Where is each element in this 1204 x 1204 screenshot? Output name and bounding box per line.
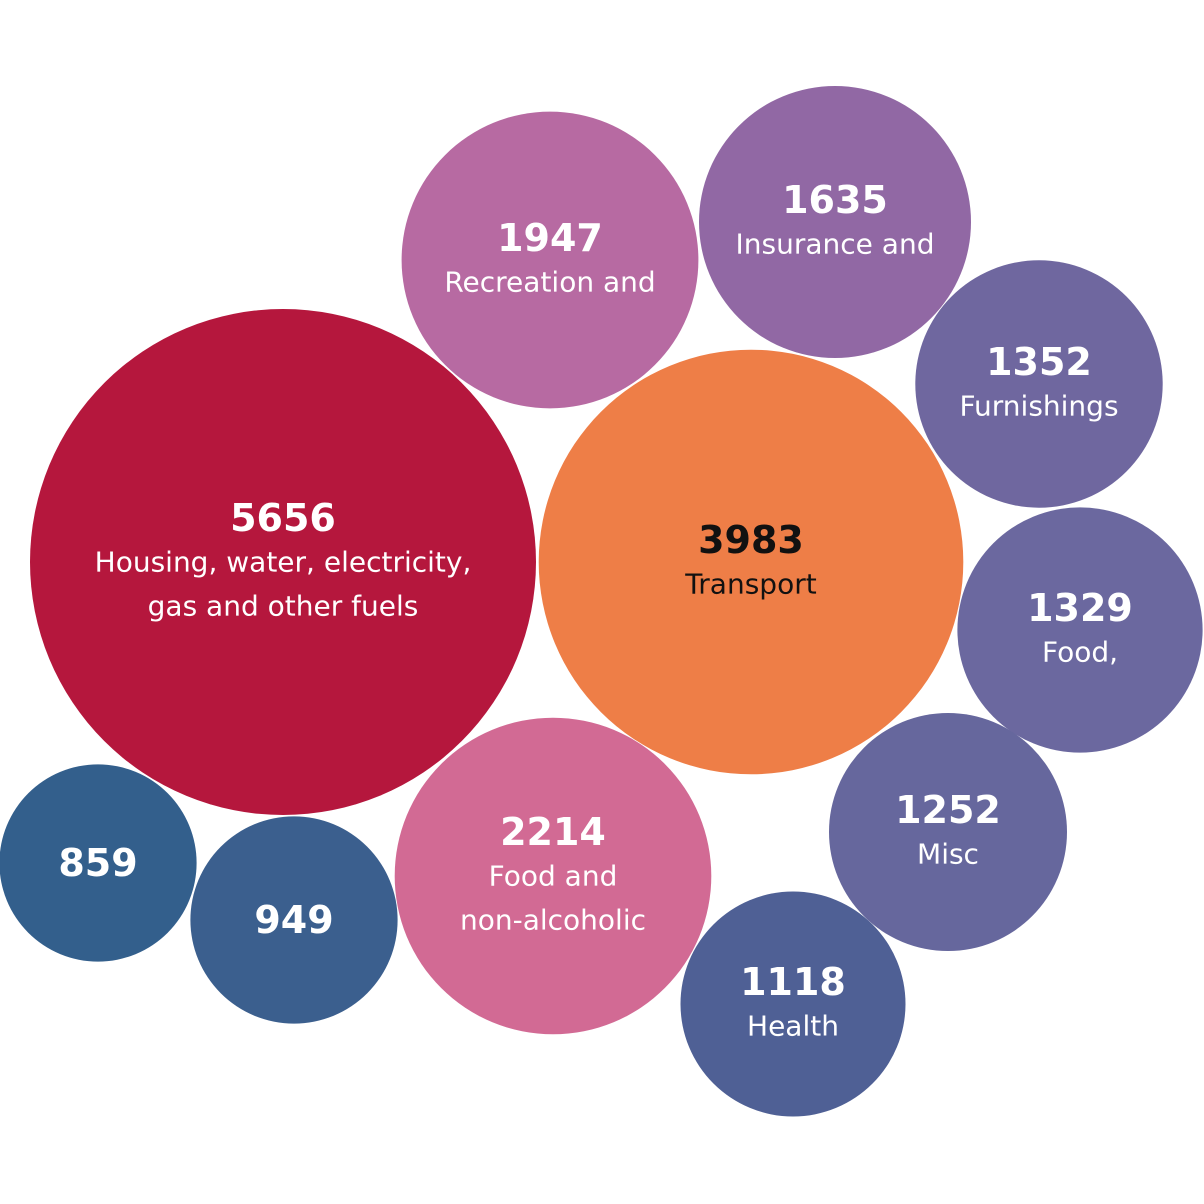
bubble-category-label: Recreation and: [444, 266, 655, 299]
bubble-circle: [394, 717, 712, 1035]
bubble-value-label: 949: [254, 898, 333, 942]
bubble-category-label: Insurance and: [736, 228, 935, 261]
bubble-value-label: 2214: [500, 810, 606, 854]
bubble-category-label: Transport: [684, 568, 816, 601]
bubble-value-label: 1252: [895, 788, 1001, 832]
bubble-value-label: 1118: [740, 960, 846, 1004]
bubble-circle: [680, 891, 906, 1117]
bubble-category-label: Food,: [1042, 636, 1118, 669]
bubble-recreation-and: 1947 Recreation and: [401, 111, 699, 409]
bubble-value-label: 1947: [497, 216, 603, 260]
bubble-circle: [957, 507, 1203, 753]
bubble-food: 1329 Food,: [957, 507, 1203, 753]
bubble-circle: [538, 349, 964, 775]
bubble-circle: [699, 86, 971, 358]
bubble-value-label: 1329: [1027, 586, 1133, 630]
bubble-circle: [0, 764, 197, 962]
bubble-misc: 1252 Misc: [829, 713, 1067, 951]
bubble-category-label: gas and other fuels: [148, 590, 419, 623]
bubble-value-label: 1635: [782, 178, 888, 222]
bubble-value-label: 5656: [230, 496, 336, 540]
bubble-value-label: 1352: [986, 340, 1092, 384]
bubble-circle: [190, 816, 398, 1024]
bubble-housing-water-electricity-gas-and-other-fuels: 5656 Housing, water, electricity, gas and …: [30, 309, 536, 815]
bubble-value-label: 3983: [698, 518, 804, 562]
bubble-health: 1118 Health: [680, 891, 906, 1117]
bubble-food-and-non-alcoholic: 2214 Food and non-alcoholic: [394, 717, 712, 1035]
bubble-circle: [30, 309, 536, 815]
bubble-furnishings: 1352 Furnishings: [915, 260, 1163, 508]
bubble-category-label: Furnishings: [959, 390, 1118, 423]
bubble-circle: [915, 260, 1163, 508]
bubble-category-label: Misc: [917, 838, 979, 871]
bubble-category-label: Health: [747, 1010, 839, 1043]
bubble-value-949: 949: [190, 816, 398, 1024]
bubble-circle: [401, 111, 699, 409]
bubble-category-label: non-alcoholic: [460, 904, 646, 937]
bubble-transport: 3983 Transport: [538, 349, 964, 775]
bubble-value-label: 859: [58, 841, 137, 885]
bubble-circle: [829, 713, 1067, 951]
bubble-category-label: Housing, water, electricity,: [95, 546, 472, 579]
bubble-value-859: 859: [0, 764, 197, 962]
bubble-category-label: Food and: [489, 860, 618, 893]
bubble-insurance-and: 1635 Insurance and: [699, 86, 971, 358]
